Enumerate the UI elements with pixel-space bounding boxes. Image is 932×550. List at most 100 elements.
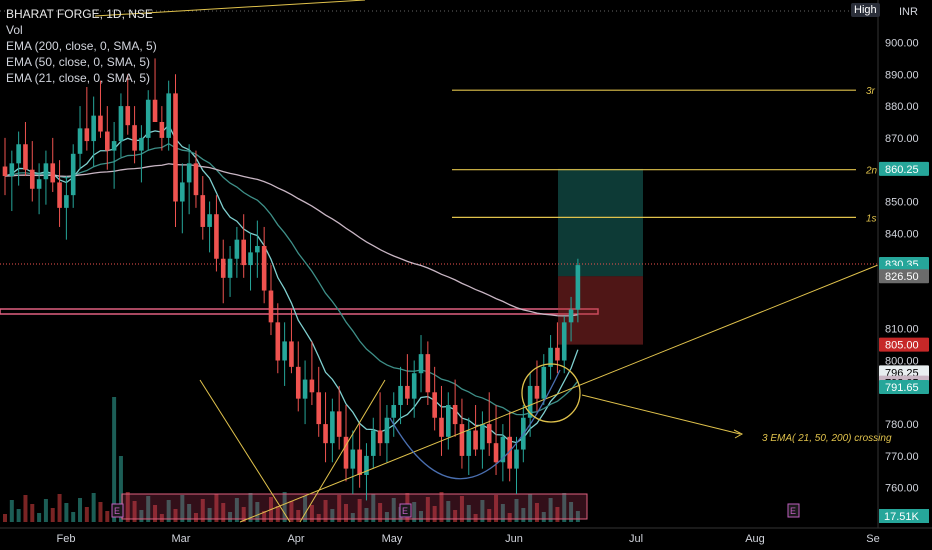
candle-body [255, 246, 260, 253]
candle-body [541, 366, 547, 399]
candle-body [459, 424, 465, 456]
ema-crossing-circle [521, 363, 581, 423]
volume-bar [296, 510, 301, 522]
candle-body [23, 144, 28, 170]
volume-bar [521, 508, 526, 522]
candle-body [36, 179, 42, 189]
candle-body [193, 163, 199, 196]
candles [2, 58, 581, 501]
candle-body [295, 366, 301, 399]
legend-vol[interactable]: Vol [6, 23, 23, 37]
candle-body [173, 93, 178, 202]
volume-bar [275, 506, 280, 522]
price-label: 791.65 [885, 382, 919, 394]
price-label: 826.50 [885, 271, 919, 283]
ema-21-line [4, 124, 579, 444]
price-label-bg [879, 337, 929, 352]
volume-bar [112, 397, 117, 522]
volume-bar [78, 498, 83, 522]
volume-bar [146, 496, 151, 522]
price-tick: 890.00 [885, 69, 919, 81]
volume-bar [466, 505, 471, 522]
candle-body [145, 99, 151, 138]
volume-bar [344, 504, 348, 522]
volume-bars [3, 397, 580, 522]
candle-body [350, 449, 356, 469]
legend-ema-50[interactable]: EMA (50, close, 0, SMA, 5) [6, 55, 151, 69]
candle-body [561, 322, 567, 361]
candle-body [268, 290, 274, 323]
price-axis: 900.00890.00880.00870.00860.00850.00840.… [879, 38, 929, 523]
volume-bar [84, 507, 89, 522]
volume-bar [234, 498, 239, 522]
candle-body [555, 347, 560, 361]
time-tick: Aug [745, 533, 765, 545]
price-label: 805.00 [885, 340, 919, 352]
time-tick: Jun [505, 533, 523, 545]
cup-curve [389, 369, 561, 480]
volume-bar [337, 495, 342, 522]
time-tick: Feb [57, 533, 76, 545]
trendline-rising [239, 264, 879, 523]
volume-bar [412, 502, 417, 522]
candle-body [377, 430, 383, 444]
price-tick: 900.00 [885, 38, 919, 50]
candle-body [527, 385, 533, 418]
chart-legend: BHARAT FORGE, 1D, NSE Vol EMA (200, clos… [6, 6, 157, 86]
target-zone [558, 168, 643, 277]
high-badge: High [851, 3, 880, 17]
legend-ema-200[interactable]: EMA (200, close, 0, SMA, 5) [6, 39, 157, 53]
accumulation-box [121, 493, 588, 520]
candle-body [248, 252, 253, 266]
volume-bar [30, 504, 35, 522]
candle-body [98, 115, 103, 132]
candle-body [336, 411, 342, 437]
candle-body [486, 424, 492, 444]
volume-bar [507, 513, 512, 522]
volume-bar [125, 492, 130, 522]
candle-body [125, 106, 131, 126]
volume-bar [425, 497, 430, 522]
volume-bar [173, 509, 178, 522]
candle-body [575, 265, 581, 310]
time-tick: Apr [287, 533, 304, 545]
candle-body [534, 385, 540, 399]
volume-bar [98, 502, 103, 522]
candle-body [29, 169, 35, 189]
earnings-marker-label: E [790, 506, 796, 516]
annotation-arrow-line [581, 394, 741, 435]
volume-bar [453, 510, 458, 522]
price-tick: 810.00 [885, 324, 919, 336]
candle-body [241, 239, 246, 266]
candle-body [309, 379, 315, 393]
candle-body [275, 322, 281, 361]
candle-body [405, 385, 410, 399]
candle-body [568, 309, 574, 323]
price-label-bg [879, 380, 929, 395]
candle-body [473, 430, 478, 450]
volume-bar [16, 509, 21, 522]
legend-ema-21[interactable]: EMA (21, close, 0, SMA, 5) [6, 71, 151, 85]
symbol-title[interactable]: BHARAT FORGE, 1D, NSE [6, 7, 153, 21]
candle-body [91, 115, 96, 142]
price-tick: 880.00 [885, 101, 919, 113]
volume-bar [221, 503, 226, 522]
candle-body [234, 239, 240, 259]
candle-body [452, 405, 458, 425]
candle-body [227, 258, 233, 278]
volume-bar [514, 499, 519, 522]
price-label: 860.25 [885, 164, 919, 176]
currency-label[interactable]: INR [899, 6, 918, 18]
ema-50-line [4, 142, 579, 416]
candle-body [446, 405, 451, 437]
candle-body [139, 137, 144, 151]
volume-bar [494, 495, 499, 522]
candle-body [77, 128, 83, 154]
candle-body [514, 449, 519, 469]
candle-body [200, 195, 206, 227]
volume-bar [57, 494, 62, 522]
volume-bar [255, 502, 260, 522]
candle-body [118, 106, 124, 142]
annotation-arrowhead [733, 429, 744, 439]
